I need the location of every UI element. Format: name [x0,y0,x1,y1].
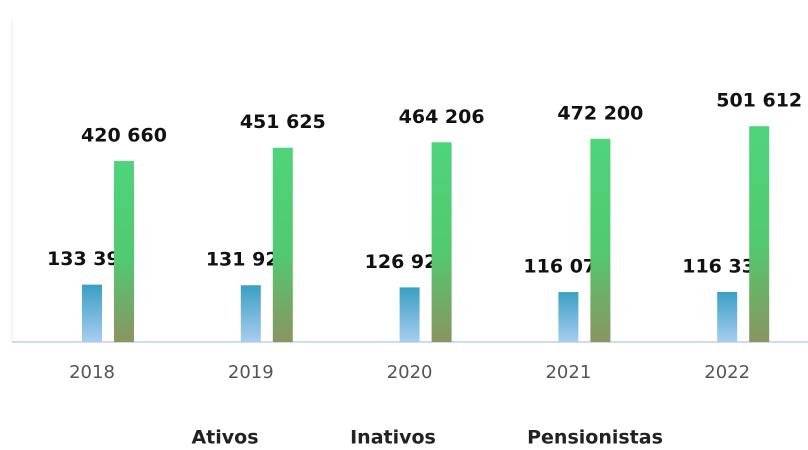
value-label: 133 392 [47,248,133,270]
value-label: 451 625 [240,111,326,133]
x-tick-label: 2018 [69,362,115,383]
value-label: 501 612 [716,90,802,112]
legend-label: Ativos [191,427,258,449]
bar [431,142,452,342]
bar [114,161,134,342]
value-label: 116 071 [523,256,609,278]
bar [272,147,293,342]
bar [717,291,738,342]
bar [240,285,261,342]
value-label: 116 333 [682,255,768,277]
bar [749,126,770,343]
x-tick-label: 2021 [545,362,591,383]
value-label: 464 206 [399,106,485,128]
value-label: 126 923 [365,251,451,273]
value-label: 472 200 [557,102,643,124]
x-tick-label: 2019 [228,362,274,383]
bar [399,287,420,342]
bar [590,138,611,342]
legend-label: Inativos [350,427,436,449]
value-label: 420 660 [81,125,167,147]
x-tick-label: 2020 [387,362,433,383]
value-label: 131 928 [206,249,292,271]
bar [558,292,579,342]
legend-label: Pensionistas [527,427,663,449]
bar [82,284,102,342]
x-tick-label: 2022 [704,362,750,383]
